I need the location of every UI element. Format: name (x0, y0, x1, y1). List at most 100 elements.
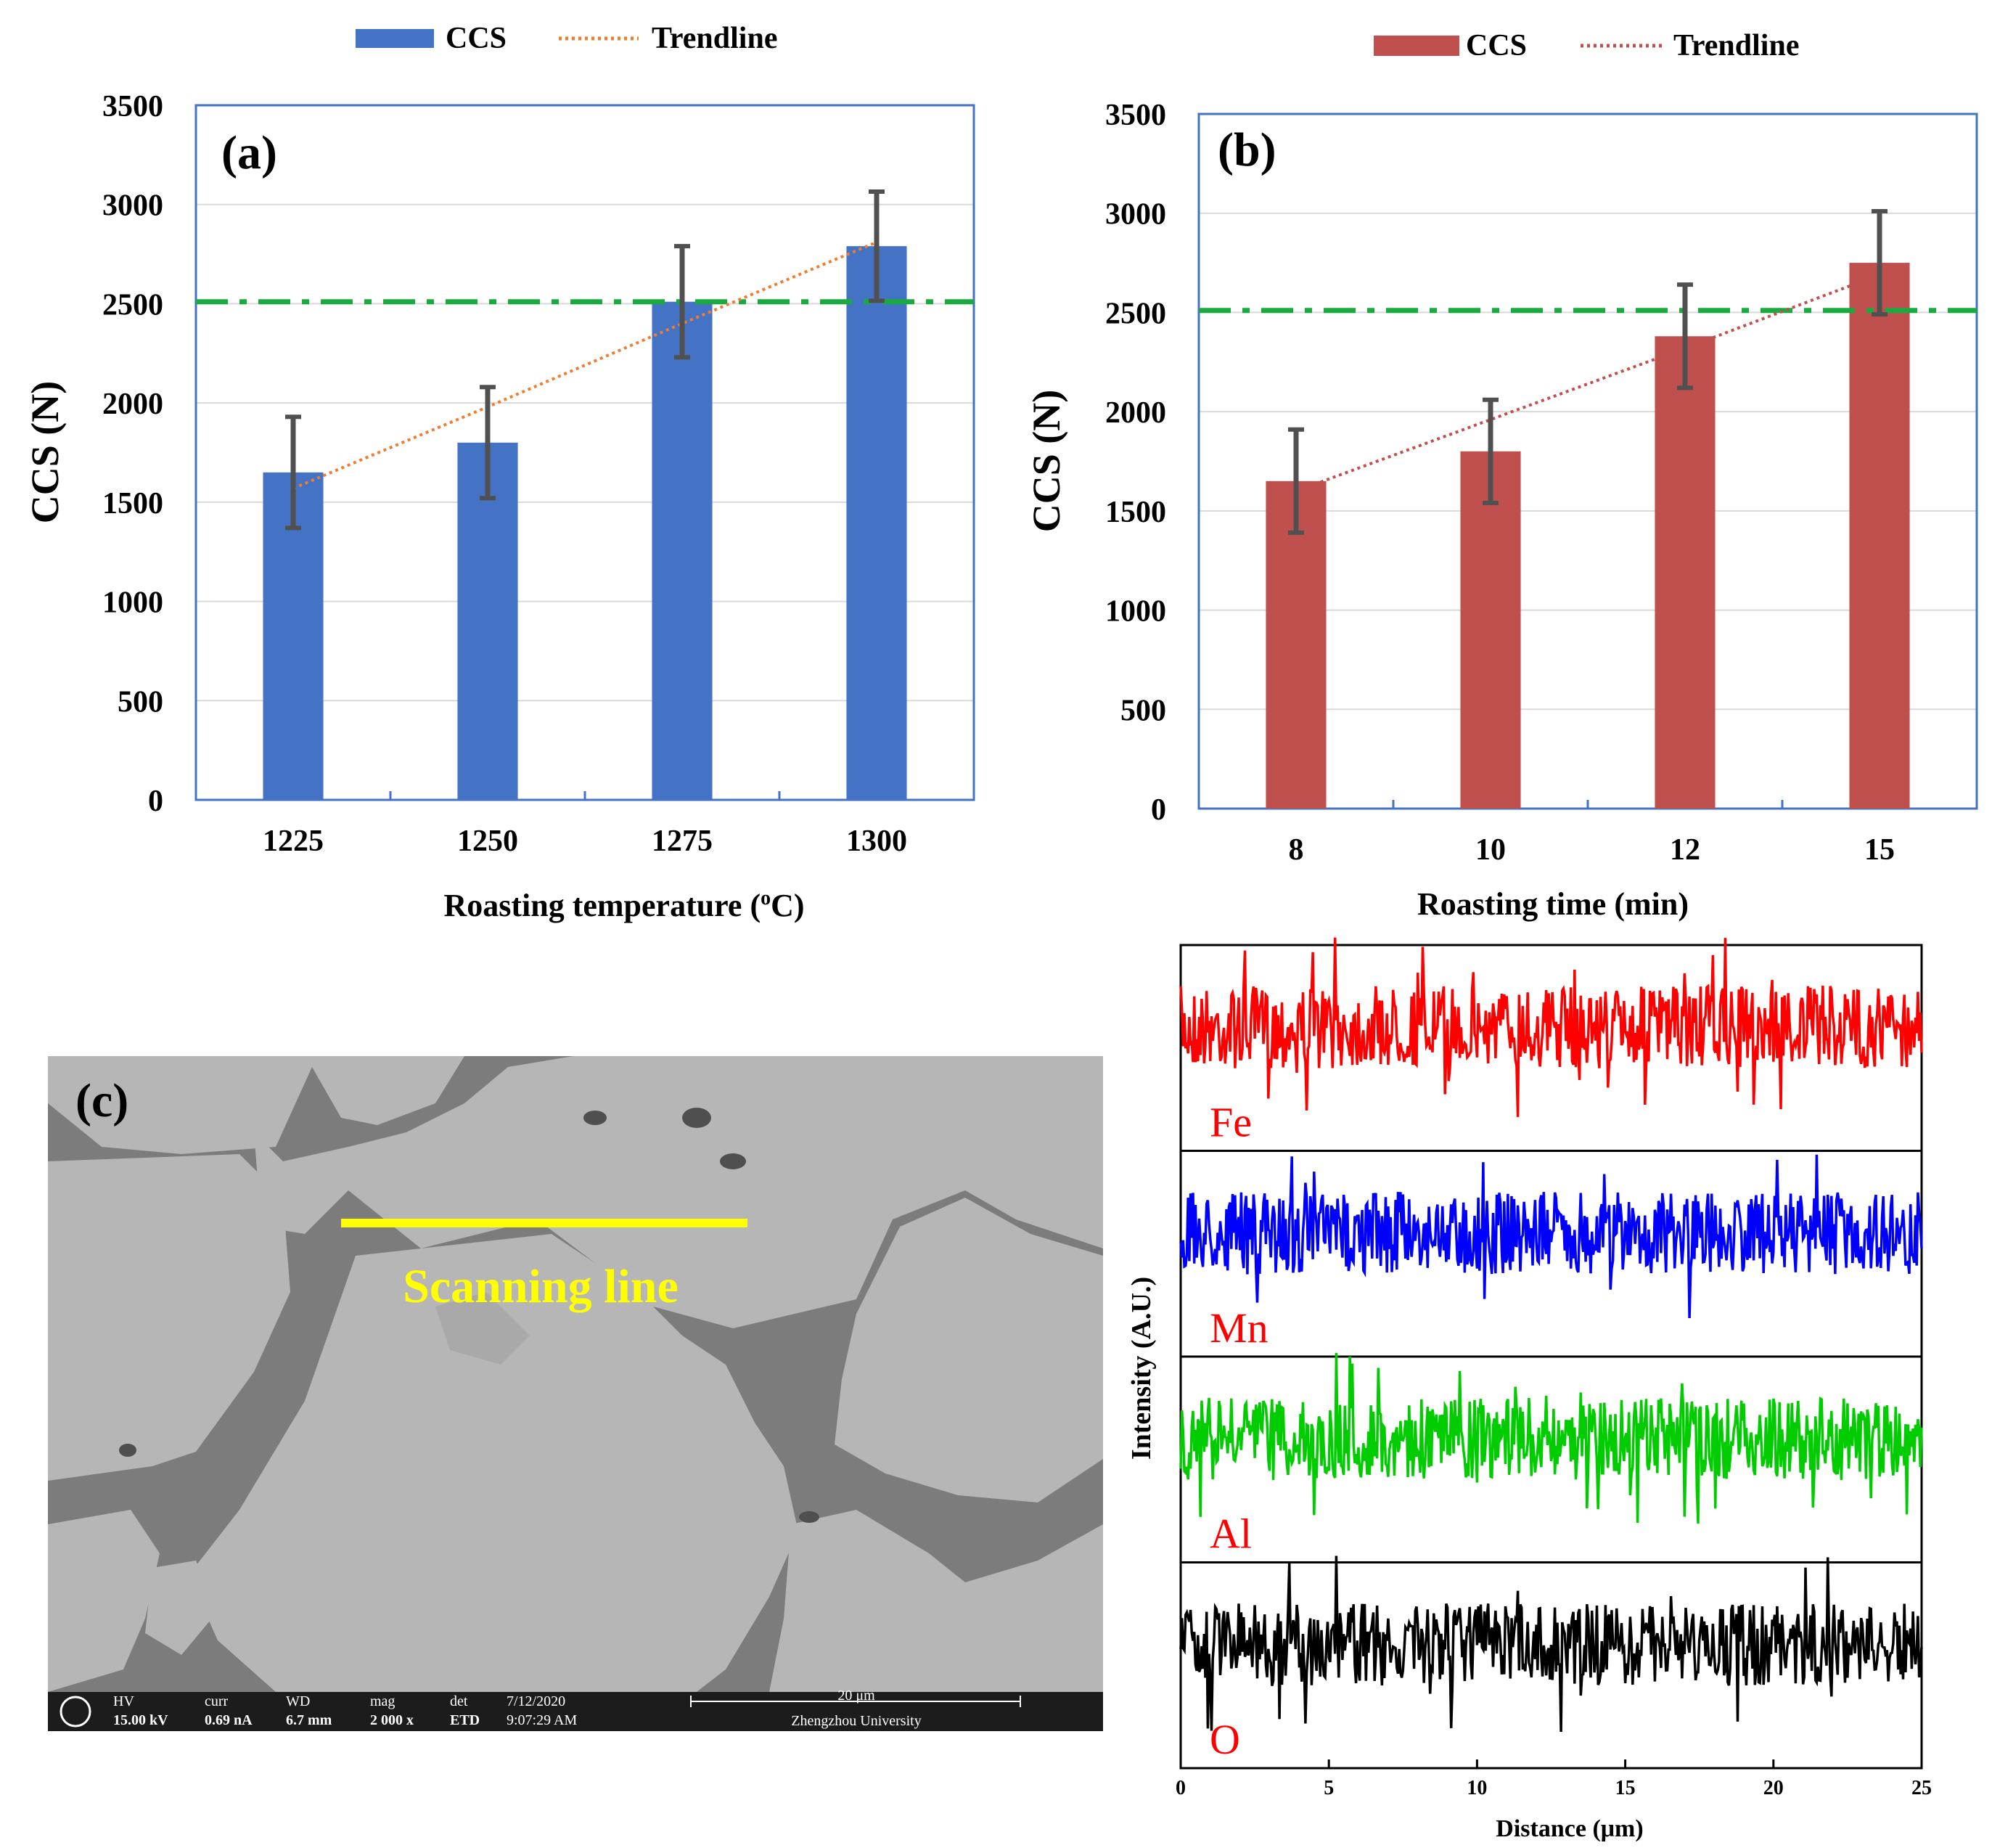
y-tick-label: 3000 (102, 189, 163, 223)
x-axis-label-a-pre: Roasting temperature ( (443, 888, 761, 923)
eds-x-tick-label: 15 (1615, 1777, 1636, 1799)
x-tick-label: 10 (1475, 833, 1506, 867)
y-tick-labels-b: 0 500 1000 1500 2000 2500 3000 3500 (1105, 99, 1166, 827)
panel-a: CCS Trendline 0 500 1000 1500 2000 2500 3000 35… (23, 22, 975, 923)
eds-series-mn (1179, 1154, 1923, 1319)
x-tick-label: 12 (1670, 833, 1700, 867)
eds-x-tick-label: 0 (1176, 1777, 1186, 1799)
eds-label-o: O (1210, 1716, 1240, 1763)
y-tick-label: 3000 (1105, 198, 1166, 232)
error-bars-b (1288, 208, 1888, 535)
fei-logo-icon (60, 1696, 91, 1728)
bar-15 (1849, 263, 1910, 809)
sem-hv-label: HV (113, 1693, 134, 1709)
legend-bar-swatch (1374, 36, 1459, 56)
eds-x-tick-label: 5 (1324, 1777, 1334, 1799)
eds-series-fe (1179, 937, 1923, 1117)
eds-line-scan: Fe Mn Al O 0 5 10 15 20 25 Distance (μm) Intensi… (1126, 937, 1932, 1842)
eds-y-axis-label: Intensity (A.U.) (1126, 1277, 1157, 1460)
x-axis-label-b: Roasting time (min) (1417, 886, 1689, 922)
bar-1300 (846, 246, 907, 800)
sem-image: HV 15.00 kV curr 0.69 nA WD 6.7 mm mag 2… (48, 1056, 1103, 1731)
y-tick-label: 2000 (1105, 396, 1166, 430)
eds-x-axis-label: Distance (μm) (1496, 1815, 1643, 1842)
sem-mag-label: mag (370, 1693, 395, 1709)
panel-label-b: (b) (1218, 123, 1276, 176)
error-bars-a (285, 189, 885, 531)
eds-element-labels: Fe Mn Al O (1210, 1099, 1268, 1764)
legend-trend-label: Trendline (1673, 29, 1799, 62)
x-tick-label: 15 (1864, 833, 1895, 867)
sem-date: 7/12/2020 (507, 1693, 565, 1709)
bar-1275 (652, 301, 713, 800)
eds-label-al: Al (1210, 1510, 1252, 1558)
y-tick-label: 1000 (1105, 595, 1166, 629)
eds-frames (1179, 944, 1923, 1770)
sem-curr-label: curr (205, 1693, 229, 1709)
trendline-b (1295, 273, 1880, 493)
y-axis-label-b: CCS (N) (1025, 390, 1068, 533)
sem-time: 9:07:29 AM (507, 1712, 577, 1728)
sem-wd-label: WD (286, 1693, 310, 1709)
panel-label-c: (c) (75, 1074, 128, 1127)
x-tick-labels-a: 1225 1250 1275 1300 (263, 825, 907, 858)
x-tick-label: 8 (1289, 833, 1304, 867)
y-tick-label: 2500 (1105, 297, 1166, 330)
scanning-line-label: Scanning line (403, 1260, 679, 1313)
sem-institution: Zhengzhou University (791, 1713, 921, 1729)
y-tick-label: 500 (118, 685, 163, 719)
bar-12 (1655, 336, 1716, 809)
eds-label-mn: Mn (1210, 1304, 1268, 1352)
bar-8 (1266, 481, 1327, 809)
x-tick-label: 1250 (457, 825, 518, 858)
sem-grains (48, 1056, 1103, 1692)
eds-x-tick-label: 20 (1763, 1777, 1784, 1799)
y-tick-label: 2500 (102, 288, 163, 322)
sem-scale-label: 20 μm (837, 1688, 875, 1704)
panel-label-a: (a) (221, 126, 277, 179)
y-tick-labels-a: 0 500 1000 1500 2000 2500 3000 3500 (102, 90, 163, 818)
bar-10 (1460, 451, 1521, 809)
x-tick-label: 1225 (263, 825, 324, 858)
sem-det-value: ETD (450, 1712, 480, 1728)
bars-a (263, 246, 907, 800)
x-axis-label-a-sup: o (761, 887, 771, 909)
eds-series-o (1179, 1555, 1923, 1733)
plot-frame-a (194, 104, 975, 801)
y-tick-label: 3500 (1105, 99, 1166, 132)
sem-pores (119, 1108, 819, 1523)
sem-curr-value: 0.69 nA (205, 1712, 253, 1728)
bar-1250 (457, 442, 518, 800)
y-tick-label: 1000 (102, 586, 163, 620)
sem-mag-value: 2 000 x (370, 1712, 414, 1728)
sem-hv-value: 15.00 kV (113, 1712, 168, 1728)
bars-b (1266, 263, 1910, 809)
eds-x-tick-label: 10 (1467, 1777, 1487, 1799)
legend-bar-swatch (356, 29, 434, 48)
y-tick-label: 1500 (1105, 496, 1166, 529)
y-axis-label-a: CCS (N) (23, 381, 67, 524)
eds-x-tick-label: 25 (1911, 1777, 1932, 1799)
trendline-a (292, 240, 877, 490)
eds-label-fe: Fe (1210, 1099, 1252, 1146)
legend-trend-label: Trendline (652, 22, 777, 55)
x-axis-label-a-post: C) (771, 888, 804, 923)
sem-databar (48, 1692, 1103, 1731)
x-tick-label: 1275 (652, 825, 713, 858)
y-tick-label: 0 (1151, 793, 1166, 827)
x-tick-labels-b: 8 10 12 15 (1289, 833, 1895, 867)
y-tick-label: 3500 (102, 90, 163, 123)
legend-bar-label: CCS (446, 22, 507, 55)
plot-frame-b (1197, 113, 1978, 810)
eds-x-ticks: 0 5 10 15 20 25 (1176, 1759, 1932, 1799)
panel-b: CCS Trendline 0 500 1000 1500 2000 2500 3000 35… (1025, 29, 1978, 922)
y-tick-label: 2000 (102, 388, 163, 421)
x-axis-label-a: Roasting temperature (oC) (443, 887, 804, 923)
y-tick-label: 500 (1120, 694, 1166, 727)
y-tick-label: 0 (148, 785, 163, 818)
sem-det-label: det (450, 1693, 468, 1709)
sem-wd-value: 6.7 mm (286, 1712, 332, 1728)
x-tick-label: 1300 (846, 825, 907, 858)
eds-series (1179, 937, 1923, 1733)
